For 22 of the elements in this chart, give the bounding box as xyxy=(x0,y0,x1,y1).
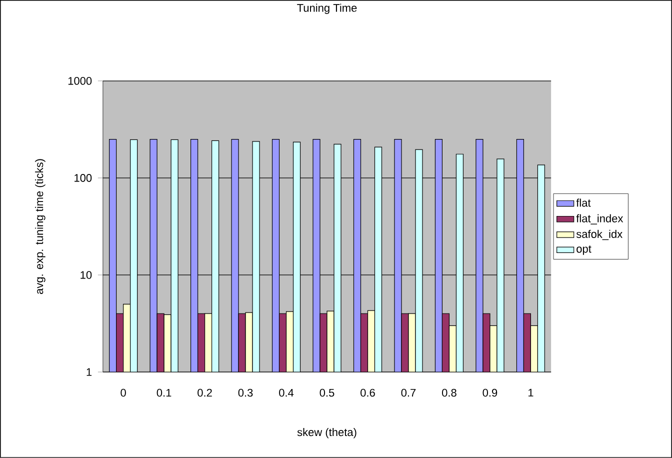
x-tick-label: 0.1 xyxy=(156,388,172,397)
y-axis-title: avg. exp. tuning time (ticks) xyxy=(35,159,46,294)
x-tick-label: 0.5 xyxy=(320,388,334,397)
x-tick-label: 1 xyxy=(528,388,534,396)
x-tick-label: 0.8 xyxy=(442,388,456,397)
x-tick-label: 0 xyxy=(120,388,126,397)
legend-label: opt xyxy=(576,246,592,255)
legend-label: flat xyxy=(576,198,591,207)
x-tick-label: 0.7 xyxy=(401,388,416,397)
x-tick-label: 0.6 xyxy=(360,388,375,397)
chart-title: Tuning Time xyxy=(297,4,357,14)
y-tick-label: 100 xyxy=(74,174,92,182)
x-axis-title: skew (theta) xyxy=(297,428,356,438)
y-tick-label: 10 xyxy=(80,271,92,279)
x-tick-label: 0.4 xyxy=(279,388,294,397)
x-tick-label: 0.2 xyxy=(198,388,212,397)
y-tick-label: 1000 xyxy=(68,77,92,85)
legend-label: safok_idx xyxy=(576,230,622,240)
x-tick-label: 0.3 xyxy=(238,388,253,397)
x-tick-label: 0.9 xyxy=(482,388,498,397)
legend-label: flat_index xyxy=(576,214,624,224)
y-tick-label: 1 xyxy=(86,368,92,376)
